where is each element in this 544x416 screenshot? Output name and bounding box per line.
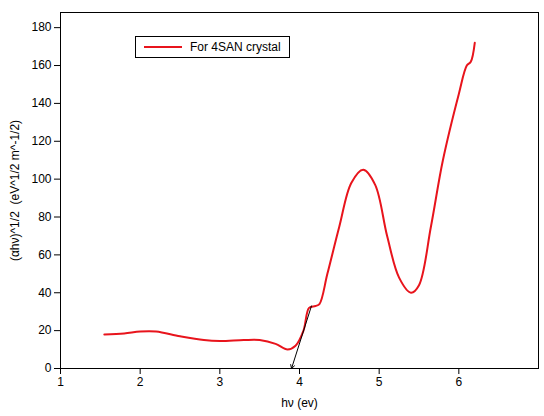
html-text:For 4SAN crystal: For 4SAN crystal bbox=[190, 40, 281, 54]
svg-text:100: 100 bbox=[31, 172, 51, 186]
svg-text:120: 120 bbox=[31, 134, 51, 148]
svg-text:hν (ev): hν (ev) bbox=[281, 396, 318, 410]
svg-text:2: 2 bbox=[137, 375, 144, 389]
svg-text:80: 80 bbox=[38, 210, 52, 224]
svg-text:140: 140 bbox=[31, 96, 51, 110]
svg-text:20: 20 bbox=[38, 323, 52, 337]
svg-text:(αhν)^1/2 (eV^1/2 m^-1/2): (αhν)^1/2 (eV^1/2 m^-1/2) bbox=[8, 120, 22, 261]
svg-text:0: 0 bbox=[45, 361, 52, 375]
svg-text:4: 4 bbox=[296, 375, 303, 389]
svg-text:160: 160 bbox=[31, 58, 51, 72]
svg-text:3: 3 bbox=[216, 375, 223, 389]
svg-text:40: 40 bbox=[38, 286, 52, 300]
svg-text:1: 1 bbox=[57, 375, 64, 389]
svg-text:6: 6 bbox=[455, 375, 462, 389]
svg-text:180: 180 bbox=[31, 20, 51, 34]
svg-text:5: 5 bbox=[376, 375, 383, 389]
svg-text:60: 60 bbox=[38, 248, 52, 262]
